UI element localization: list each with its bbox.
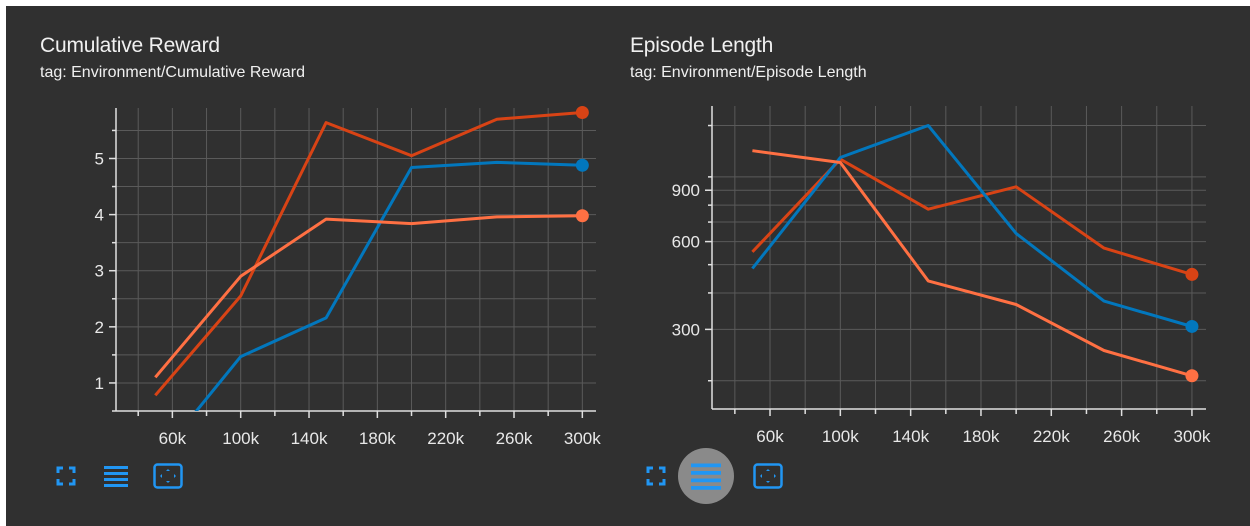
chart-title: Episode Length (630, 34, 774, 57)
chart-toolbar (46, 456, 206, 496)
episode-length-chart[interactable]: 60k 100k 140k 180k 220k 260k 300k 300 600 900 (596, 6, 1216, 456)
chart-panel-cumulative-reward: Cumulative Reward tag: Environment/Cumul… (6, 6, 601, 526)
x-tick-label: 60k (756, 427, 784, 446)
y-tick-label: 2 (95, 318, 104, 337)
y-tick-label: 4 (95, 206, 104, 225)
series-end-point (1185, 369, 1199, 383)
lines-icon (104, 466, 128, 487)
toggle-y-axis-log-button[interactable] (678, 448, 734, 504)
series-lines (154, 111, 583, 411)
x-tick-label: 260k (1103, 427, 1140, 446)
y-tick-label: 300 (672, 320, 700, 339)
fit-domain-icon (753, 463, 783, 489)
series-end-point (575, 158, 589, 172)
series-line (194, 160, 583, 411)
y-tick-label: 600 (672, 233, 700, 252)
y-tick-label: 900 (672, 181, 700, 200)
lines-icon (691, 463, 721, 490)
fullscreen-icon (56, 466, 76, 486)
fit-domain-button[interactable] (748, 456, 788, 496)
series-line (751, 124, 1193, 328)
fit-domain-button[interactable] (148, 456, 188, 496)
x-tick-label: 180k (963, 427, 1000, 446)
series-end-point (1185, 267, 1199, 281)
x-tick-label: 300k (1173, 427, 1210, 446)
series-line (154, 214, 583, 379)
series-end-point (1185, 319, 1199, 333)
x-tick-label: 300k (564, 429, 601, 448)
fullscreen-button[interactable] (46, 456, 86, 496)
x-tick-label: 140k (291, 429, 328, 448)
x-tick-label: 60k (159, 429, 187, 448)
series-line (154, 111, 583, 397)
series-end-point (575, 209, 589, 223)
fullscreen-icon (646, 466, 666, 486)
series-line (752, 149, 1193, 378)
chart-subtitle: tag: Environment/Cumulative Reward (40, 64, 306, 81)
y-tick-label: 1 (95, 374, 104, 393)
x-tick-label: 180k (359, 429, 396, 448)
chart-toolbar (636, 448, 796, 504)
chart-subtitle: tag: Environment/Episode Length (630, 64, 867, 81)
series-lines (751, 124, 1193, 378)
x-tick-label: 220k (1033, 427, 1070, 446)
grid-lines (116, 108, 596, 412)
fit-domain-icon (153, 463, 183, 489)
chart-panel-episode-length: Episode Length tag: Environment/Episode … (596, 6, 1211, 526)
grid-lines (712, 106, 1206, 409)
cumulative-reward-chart[interactable]: 60k 100k 140k 180k 220k 260k 300k 1 2 3 4 5 (6, 6, 601, 456)
chart-title: Cumulative Reward (40, 34, 220, 57)
x-tick-label: 100k (222, 429, 259, 448)
x-tick-label: 100k (822, 427, 859, 446)
charts-card: Cumulative Reward tag: Environment/Cumul… (6, 6, 1250, 526)
x-tick-label: 220k (427, 429, 464, 448)
x-tick-label: 260k (496, 429, 533, 448)
toggle-y-axis-log-button[interactable] (96, 456, 136, 496)
fullscreen-button[interactable] (636, 456, 676, 496)
x-tick-label: 140k (892, 427, 929, 446)
series-end-point (575, 105, 589, 119)
y-tick-label: 5 (95, 150, 104, 169)
y-tick-label: 3 (95, 262, 104, 281)
